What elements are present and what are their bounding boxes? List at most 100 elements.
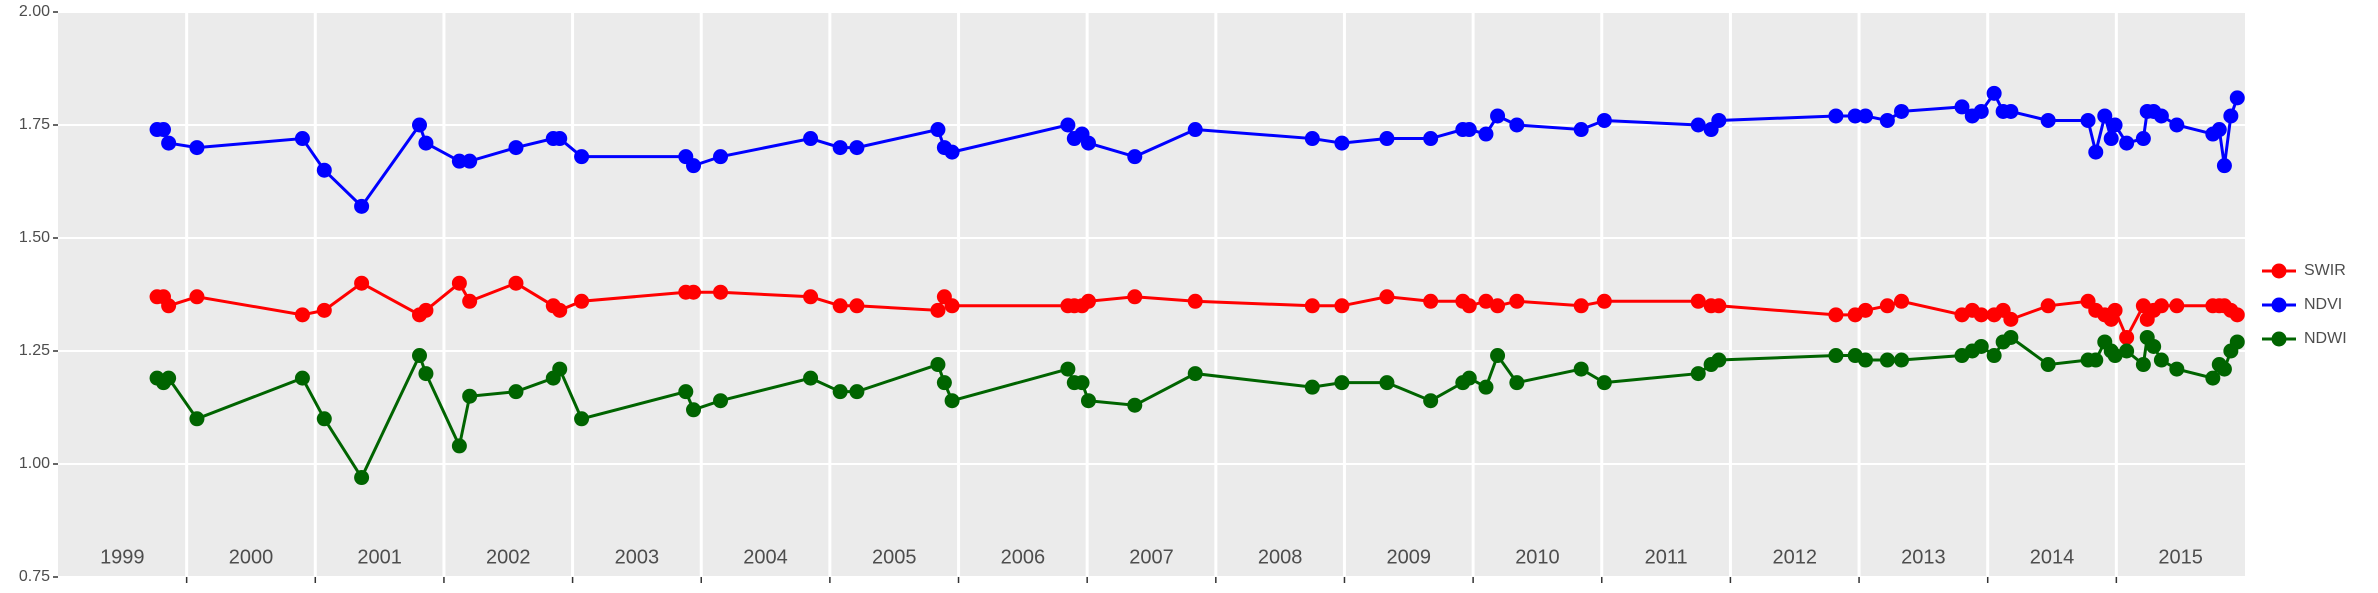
legend-key-point xyxy=(2271,331,2287,347)
data-point xyxy=(2229,307,2245,323)
data-point xyxy=(686,284,702,300)
data-point xyxy=(294,307,310,323)
y-tick-label: 1.50 xyxy=(19,229,50,246)
data-point xyxy=(803,370,819,386)
data-point xyxy=(2135,131,2151,147)
data-point xyxy=(1461,370,1477,386)
year-label: 2010 xyxy=(1515,546,1560,568)
year-label: 2004 xyxy=(743,546,788,568)
data-point xyxy=(2229,334,2245,350)
data-point xyxy=(161,135,177,151)
data-point xyxy=(1857,302,1873,318)
data-point xyxy=(1973,307,1989,323)
data-point xyxy=(1074,375,1090,391)
data-point xyxy=(2216,361,2232,377)
data-point xyxy=(1187,122,1203,138)
data-point xyxy=(552,361,568,377)
year-label: 2003 xyxy=(615,546,660,568)
data-point xyxy=(1127,149,1143,165)
data-point xyxy=(1478,293,1494,309)
data-point xyxy=(1304,131,1320,147)
data-point xyxy=(1573,122,1589,138)
data-point xyxy=(2229,90,2245,106)
data-point xyxy=(2088,352,2104,368)
year-label: 2007 xyxy=(1129,546,1174,568)
data-point xyxy=(155,122,171,138)
data-point xyxy=(451,275,467,291)
data-point xyxy=(2003,103,2019,119)
data-point xyxy=(686,402,702,418)
year-label: 2000 xyxy=(229,546,274,568)
data-point xyxy=(1478,126,1494,142)
data-point xyxy=(1894,352,1910,368)
data-point xyxy=(2040,298,2056,314)
data-point xyxy=(1509,293,1525,309)
year-label: 2008 xyxy=(1258,546,1303,568)
data-point xyxy=(2135,357,2151,373)
data-point xyxy=(1954,99,1970,115)
data-point xyxy=(552,131,568,147)
data-point xyxy=(803,131,819,147)
data-point xyxy=(1423,393,1439,409)
year-label: 2012 xyxy=(1772,546,1817,568)
data-point xyxy=(803,289,819,305)
data-point xyxy=(2153,108,2169,124)
data-point xyxy=(1478,379,1494,395)
data-point xyxy=(1080,135,1096,151)
data-point xyxy=(1080,293,1096,309)
data-point xyxy=(316,162,332,178)
data-point xyxy=(1596,375,1612,391)
data-point xyxy=(832,298,848,314)
data-point xyxy=(1379,375,1395,391)
data-point xyxy=(849,140,865,156)
data-point xyxy=(1690,366,1706,382)
data-point xyxy=(354,275,370,291)
data-point xyxy=(936,375,952,391)
data-point xyxy=(316,302,332,318)
data-point xyxy=(161,298,177,314)
data-point xyxy=(451,153,467,169)
y-tick-label: 0.75 xyxy=(19,568,50,585)
year-label: 2011 xyxy=(1645,546,1688,568)
data-point xyxy=(316,411,332,427)
data-point xyxy=(418,135,434,151)
year-label: 2002 xyxy=(486,546,531,568)
data-point xyxy=(462,293,478,309)
data-point xyxy=(1060,117,1076,133)
data-point xyxy=(1711,112,1727,128)
legend-key-point xyxy=(2271,297,2287,313)
data-point xyxy=(2107,117,2123,133)
data-point xyxy=(1894,293,1910,309)
year-label: 2014 xyxy=(2030,546,2075,568)
data-point xyxy=(418,302,434,318)
data-point xyxy=(1304,298,1320,314)
y-tick-label: 1.75 xyxy=(19,116,50,133)
data-point xyxy=(2153,298,2169,314)
year-label: 2006 xyxy=(1001,546,1046,568)
data-point xyxy=(849,384,865,400)
data-point xyxy=(189,289,205,305)
data-point xyxy=(294,131,310,147)
data-point xyxy=(2211,122,2227,138)
data-point xyxy=(1596,112,1612,128)
data-point xyxy=(354,470,370,486)
data-point xyxy=(713,149,729,165)
data-point xyxy=(832,384,848,400)
data-point xyxy=(1490,348,1506,364)
data-point xyxy=(508,275,524,291)
year-label: 1999 xyxy=(100,546,145,568)
data-point xyxy=(1334,135,1350,151)
y-tick-label: 1.00 xyxy=(19,455,50,472)
data-point xyxy=(1127,289,1143,305)
data-point xyxy=(411,348,427,364)
year-label: 2001 xyxy=(357,546,402,568)
year-label: 2015 xyxy=(2158,546,2203,568)
data-point xyxy=(2223,108,2239,124)
data-point xyxy=(1847,108,1863,124)
data-point xyxy=(678,384,694,400)
data-point xyxy=(686,158,702,174)
year-label: 2009 xyxy=(1387,546,1432,568)
data-point xyxy=(1304,379,1320,395)
data-point xyxy=(1857,352,1873,368)
data-point xyxy=(1127,397,1143,413)
